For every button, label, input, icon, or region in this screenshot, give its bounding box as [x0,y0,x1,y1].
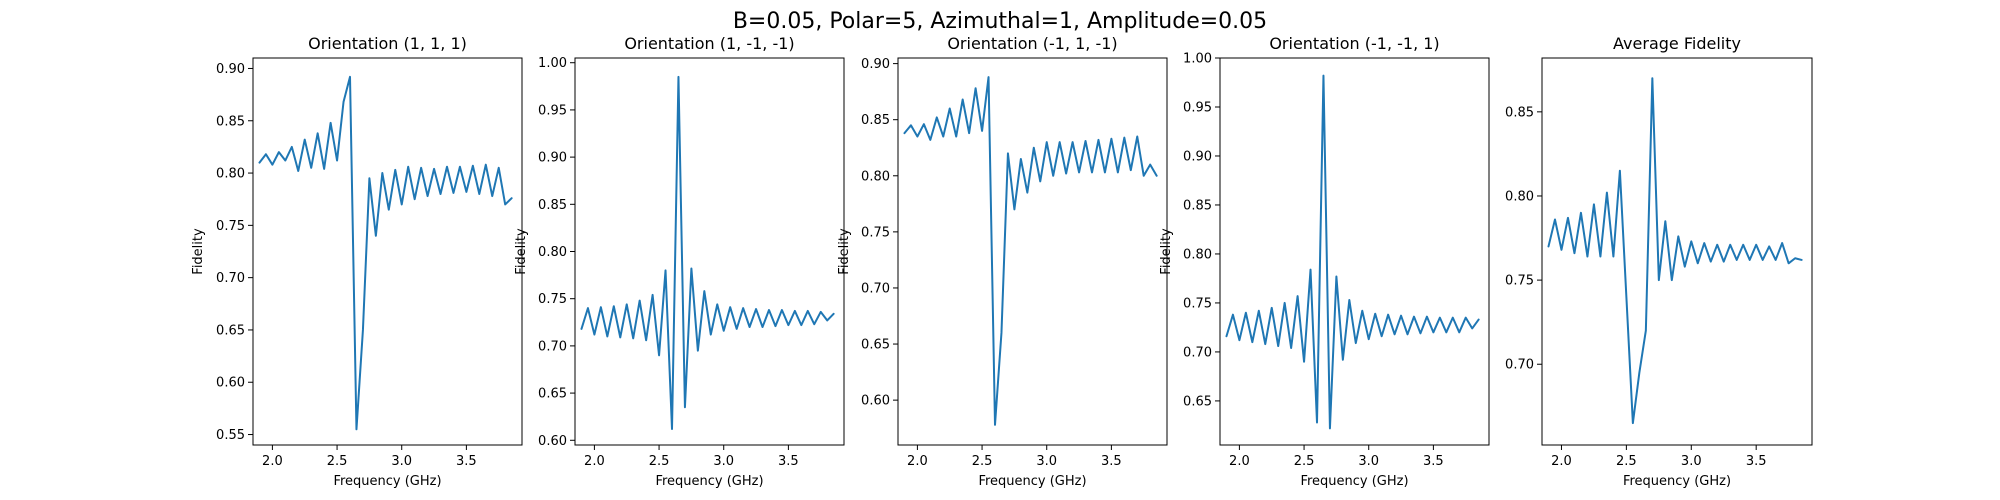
x-tick-label: 3.5 [1101,454,1122,469]
y-tick-label: 0.70 [216,271,245,286]
x-tick-label: 2.0 [584,454,605,469]
y-tick-label: 0.75 [861,225,890,240]
y-tick-label: 0.95 [1183,100,1212,115]
axes-frame [252,57,523,446]
subplot-title: Orientation (1, 1, 1) [308,34,467,53]
x-tick-label: 2.0 [1551,454,1572,469]
x-tick-label: 3.5 [456,454,477,469]
y-axis-label: Fidelity [1159,228,1174,275]
series-line-1 [580,75,835,430]
x-tick-label: 3.5 [1746,454,1767,469]
subplot-2: Orientation (1, -1, -1) 2.0 2.5 3.0 3.5 0.60 0… [514,34,845,489]
y-tick-label: 0.90 [1183,149,1212,164]
y-axis-label: Fidelity [837,228,852,275]
y-tick-label: 0.90 [216,62,245,77]
y-tick-label: 0.70 [861,281,890,296]
x-tick-label: 3.5 [1423,454,1444,469]
y-tick-label: 0.65 [538,387,567,402]
x-axis-label: Frequency (GHz) [1623,474,1731,489]
y-tick-label: 0.60 [538,434,567,449]
series-line-1 [258,75,513,431]
y-axis-label: Fidelity [191,228,206,275]
y-tick-label: 0.80 [1183,247,1212,262]
subplot-4: Orientation (-1, -1, 1) 2.0 2.5 3.0 3.5 0.65 0… [1159,34,1490,489]
subplot-1: Orientation (1, 1, 1) 2.0 2.5 3.0 3.5 0.55 0.6… [191,34,523,489]
y-tick-label: 1.00 [1183,52,1212,67]
y-tick-label: 0.80 [1505,189,1534,204]
y-tick-label: 0.70 [1505,358,1534,373]
x-tick-label: 3.0 [1358,454,1379,469]
axes-frame [1541,57,1813,446]
y-tick-label: 0.75 [216,219,245,234]
y-tick-label: 0.80 [861,169,890,184]
subplot-title: Orientation (1, -1, -1) [624,34,794,53]
y-axis-label: Fidelity [514,228,529,275]
x-axis-label: Frequency (GHz) [333,474,441,489]
subplot-title: Orientation (-1, -1, 1) [1269,34,1439,53]
y-tick-label: 0.85 [538,198,567,213]
x-axis-label: Frequency (GHz) [1300,474,1408,489]
y-tick-label: 0.70 [538,339,567,354]
y-tick-label: 0.85 [216,114,245,129]
y-tick-label: 0.75 [1505,274,1534,289]
x-tick-label: 2.5 [1616,454,1637,469]
x-tick-label: 2.0 [1229,454,1250,469]
y-tick-label: 0.90 [861,57,890,72]
y-tick-label: 0.65 [216,323,245,338]
y-tick-label: 1.00 [538,56,567,71]
subplot-title: Orientation (-1, 1, -1) [947,34,1117,53]
y-tick-label: 0.85 [861,113,890,128]
x-axis-label: Frequency (GHz) [978,474,1086,489]
x-tick-label: 2.5 [972,454,993,469]
series-line-1 [1547,77,1803,425]
x-tick-label: 2.5 [649,454,670,469]
y-tick-label: 0.60 [861,394,890,409]
x-tick-label: 2.5 [1294,454,1315,469]
axes-layer: Orientation (1, 1, 1) 2.0 2.5 3.0 3.5 0.55 0.6… [191,34,1813,489]
x-tick-label: 3.0 [1036,454,1057,469]
y-tick-label: 0.60 [216,376,245,391]
y-tick-label: 0.85 [1505,105,1534,120]
subplot-title: Average Fidelity [1613,34,1741,53]
axes-frame [1219,57,1490,446]
y-tick-label: 0.90 [538,151,567,166]
y-tick-label: 0.75 [538,292,567,307]
y-tick-label: 0.70 [1183,345,1212,360]
subplot-3: Orientation (-1, 1, -1) 2.0 2.5 3.0 3.5 0.60 0… [837,34,1168,489]
x-tick-label: 2.0 [262,454,283,469]
y-tick-label: 0.85 [1183,198,1212,213]
x-axis-label: Frequency (GHz) [655,474,763,489]
x-tick-label: 2.0 [907,454,928,469]
y-tick-label: 0.65 [1183,394,1212,409]
y-tick-label: 0.80 [538,245,567,260]
x-tick-label: 3.0 [391,454,412,469]
x-tick-label: 3.5 [778,454,799,469]
figure-suptitle: B=0.05, Polar=5, Azimuthal=1, Amplitude=… [733,9,1267,34]
y-tick-label: 0.65 [861,338,890,353]
series-line-1 [1225,74,1480,430]
series-line-1 [903,76,1158,426]
y-tick-label: 0.75 [1183,296,1212,311]
y-tick-label: 0.95 [538,103,567,118]
subplot-5: Average Fidelity 2.0 2.5 3.0 3.5 0.70 0.75 0.80… [1505,34,1813,489]
x-tick-label: 3.0 [713,454,734,469]
axes-frame [897,57,1168,446]
y-tick-label: 0.80 [216,167,245,182]
x-tick-label: 2.5 [327,454,348,469]
y-tick-label: 0.55 [216,428,245,443]
x-tick-label: 3.0 [1681,454,1702,469]
